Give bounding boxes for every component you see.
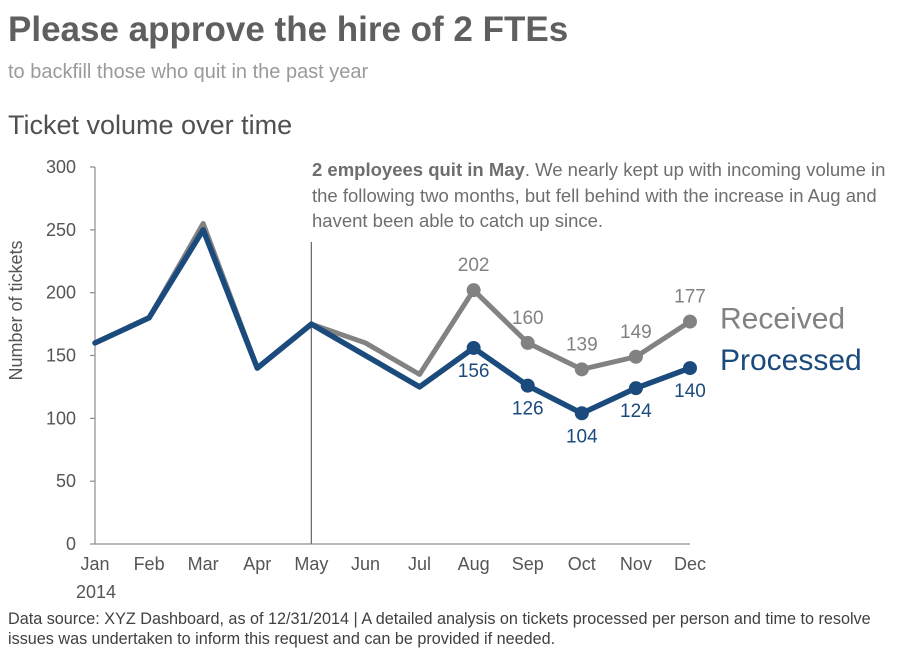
x-tick-label: Sep (512, 554, 544, 574)
x-tick-label: Mar (188, 554, 219, 574)
data-point-processed (520, 378, 535, 393)
series-label-processed: Processed (720, 344, 862, 377)
y-tick-label: 150 (46, 346, 76, 366)
data-point-received (574, 362, 589, 377)
data-label-received: 139 (566, 334, 598, 355)
data-point-received (520, 335, 535, 350)
y-tick-label: 200 (46, 283, 76, 303)
annotation-bold: 2 employees quit in May (312, 159, 525, 180)
x-tick-label: Jul (408, 554, 431, 574)
data-label-received: 177 (674, 287, 706, 308)
series-layer (92, 221, 697, 421)
x-tick-label: Aug (458, 554, 490, 574)
y-axis-title: Number of tickets (6, 240, 26, 380)
footer-source-note: Data source: XYZ Dashboard, as of 12/31/… (8, 610, 871, 648)
y-tick-label: 50 (56, 471, 76, 491)
data-point-processed (466, 340, 481, 355)
data-point-processed (683, 361, 697, 376)
y-tick-label: 300 (46, 157, 76, 177)
x-tick-label: Jan (80, 554, 109, 574)
data-label-processed: 104 (566, 426, 598, 447)
data-point-received (683, 314, 697, 329)
headline: Please approve the hire of 2 FTEs (8, 10, 569, 49)
subheadline: to backfill those who quit in the past y… (8, 61, 369, 83)
series-line-processed (92, 227, 693, 417)
x-tick-label: Nov (620, 554, 652, 574)
data-label-processed: 140 (674, 381, 706, 402)
y-tick-label: 250 (46, 220, 76, 240)
annotation-text: . We nearly kept up with incoming volume… (312, 159, 886, 231)
x-tick-label: Feb (134, 554, 165, 574)
data-label-processed: 124 (620, 401, 652, 422)
chart-axes: 0 50 100 150 200 250 300 Jan Feb Mar Apr May Jun Jul A… (6, 157, 706, 602)
data-point-processed (574, 406, 589, 421)
x-tick-label: Jun (351, 554, 380, 574)
series-label-received: Received (720, 303, 845, 336)
x-tick-label: Dec (674, 554, 706, 574)
x-axis-year-label: 2014 (76, 582, 116, 602)
data-label-processed: 126 (512, 399, 544, 420)
data-label-received: 149 (620, 322, 652, 343)
y-tick-label: 0 (66, 534, 76, 554)
data-point-received (628, 349, 643, 364)
data-label-received: 202 (458, 255, 490, 276)
x-tick-label: Oct (568, 554, 596, 574)
data-label-processed: 156 (458, 361, 490, 382)
data-label-received: 160 (512, 308, 544, 329)
y-tick-label: 100 (46, 408, 76, 428)
labels-layer: 202 160 139 149 177 156 126 104 124 140 Received Pr… (458, 255, 862, 447)
chart-title: Ticket volume over time (8, 110, 293, 140)
series-line-received (92, 221, 693, 377)
data-point-processed (628, 381, 643, 396)
data-point-received (466, 283, 481, 298)
x-tick-label: May (294, 554, 328, 574)
annotation: 2 employees quit in May. We nearly kept … (312, 157, 897, 234)
x-tick-label: Apr (243, 554, 271, 574)
